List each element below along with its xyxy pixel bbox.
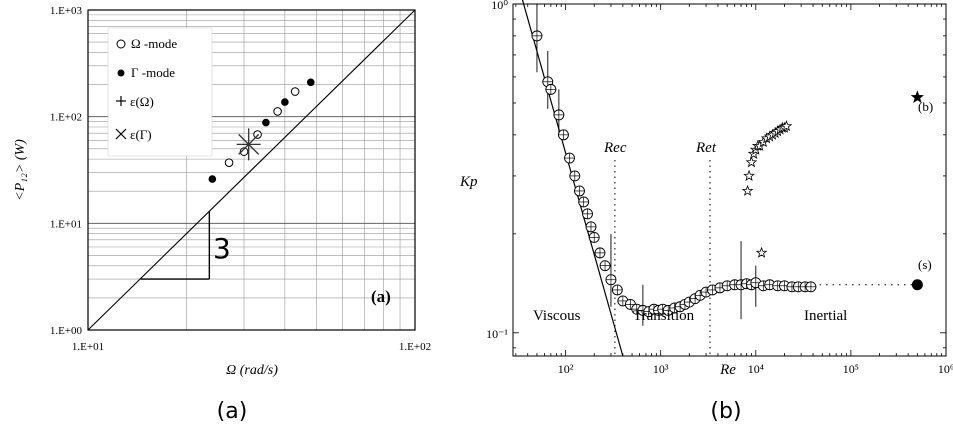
reference-line: [87, 9, 416, 331]
x-tick-label: 1.E+01: [72, 341, 104, 353]
data-point-star: [780, 120, 793, 132]
annotation-b-marker: (b): [918, 99, 933, 114]
data-point-omega-mode: [273, 107, 282, 116]
data-point-filled-circle: [911, 279, 923, 291]
panel-a-caption: (a): [217, 399, 248, 424]
panel-a-tick-labels: 1.E+01 1.E+02 1.E+00 1.E+01 1.E+02 1.E+03: [50, 5, 431, 353]
legend-label-eps-gamma: ε(Γ): [130, 127, 152, 142]
panel-a-points: [208, 78, 315, 183]
panel-b-vertical-lines: [614, 160, 918, 356]
data-point-star: [745, 156, 758, 168]
y-tick-label: 10⁻¹: [486, 327, 508, 341]
panel-b-xlabel: Re: [719, 362, 736, 378]
legend-label-gamma-mode: Γ -mode: [131, 65, 175, 80]
y-tick-label: 1.E+00: [50, 325, 83, 337]
panel-a-inner-label: (a): [371, 287, 391, 306]
panel-b-ylabel: Kp: [459, 174, 478, 190]
annotation-inertial: Inertial: [804, 308, 847, 324]
data-point-gamma-mode: [281, 98, 289, 106]
panel-b-caption: (b): [710, 399, 741, 424]
annotation-ret: Ret: [695, 140, 717, 156]
annotation-viscous: Viscous: [533, 308, 581, 324]
panel-b-points: [531, 4, 924, 326]
panel-b: 10² 10³ 10⁴ 10⁵ 10⁶ 10⁻¹ 10⁰ Rec Ret Viscous T…: [459, 0, 953, 424]
y-tick-label: 10⁰: [491, 0, 508, 12]
x-tick-label: 10⁶: [938, 362, 953, 376]
panel-b-ticks: 10² 10³ 10⁴ 10⁵ 10⁶ 10⁻¹ 10⁰: [486, 0, 953, 376]
x-tick-label: 1.E+02: [399, 341, 431, 353]
panel-a-slope-label: 3: [213, 232, 231, 265]
data-point-omega-mode: [253, 130, 262, 139]
y-tick-label: 1.E+02: [50, 112, 82, 124]
annotation-s-marker: (s): [918, 257, 932, 272]
panel-a-frame: [87, 9, 416, 331]
panel-a-reference-line: [87, 9, 416, 331]
data-point-omega-mode: [239, 147, 249, 156]
legend-marker-filled-circle: [117, 69, 125, 77]
x-tick-label: 10⁴: [748, 362, 764, 376]
data-point-star: [741, 184, 754, 196]
y-tick-label: 1.E+03: [50, 5, 83, 17]
legend-marker-open-circle: [116, 39, 126, 49]
legend-marker-plus: [116, 96, 126, 106]
legend-label-eps-omega: ε(Ω): [130, 94, 154, 109]
y-tick-label: 1.E+01: [50, 218, 82, 230]
data-point-star: [743, 169, 755, 181]
data-point-gamma-mode: [306, 78, 315, 87]
annotation-transition: Transition: [633, 308, 695, 324]
legend-label-omega-mode: Ω -mode: [131, 36, 177, 51]
data-point-omega-mode: [224, 158, 234, 168]
annotation-rec: Rec: [603, 140, 627, 156]
data-point-filled-star: [910, 90, 924, 103]
panel-a-legend: Ω -mode Γ -mode ε(Ω) ε(Γ): [107, 27, 213, 157]
x-tick-label: 10⁵: [843, 362, 859, 376]
data-point-star: [755, 246, 768, 258]
panel-a-xlabel: Ω (rad/s): [226, 363, 278, 378]
panel-b-frame: [512, 3, 947, 357]
panel-a: 1.E+01 1.E+02 1.E+00 1.E+01 1.E+02 1.E+03 3 Ω…: [13, 5, 431, 424]
panel-a-ylabel: <P₁₂> (W): [13, 139, 28, 201]
legend-marker-cross: [115, 128, 127, 140]
data-point-eps-gamma-b: [238, 133, 260, 155]
data-point-gamma-mode: [208, 175, 217, 183]
x-tick-label: 10³: [653, 362, 669, 376]
data-point-omega-mode: [290, 87, 300, 96]
x-tick-label: 10²: [558, 362, 574, 376]
panel-a-slope-triangle: [140, 211, 211, 280]
legend-box: [107, 27, 213, 157]
data-point-gamma-mode: [262, 118, 270, 127]
